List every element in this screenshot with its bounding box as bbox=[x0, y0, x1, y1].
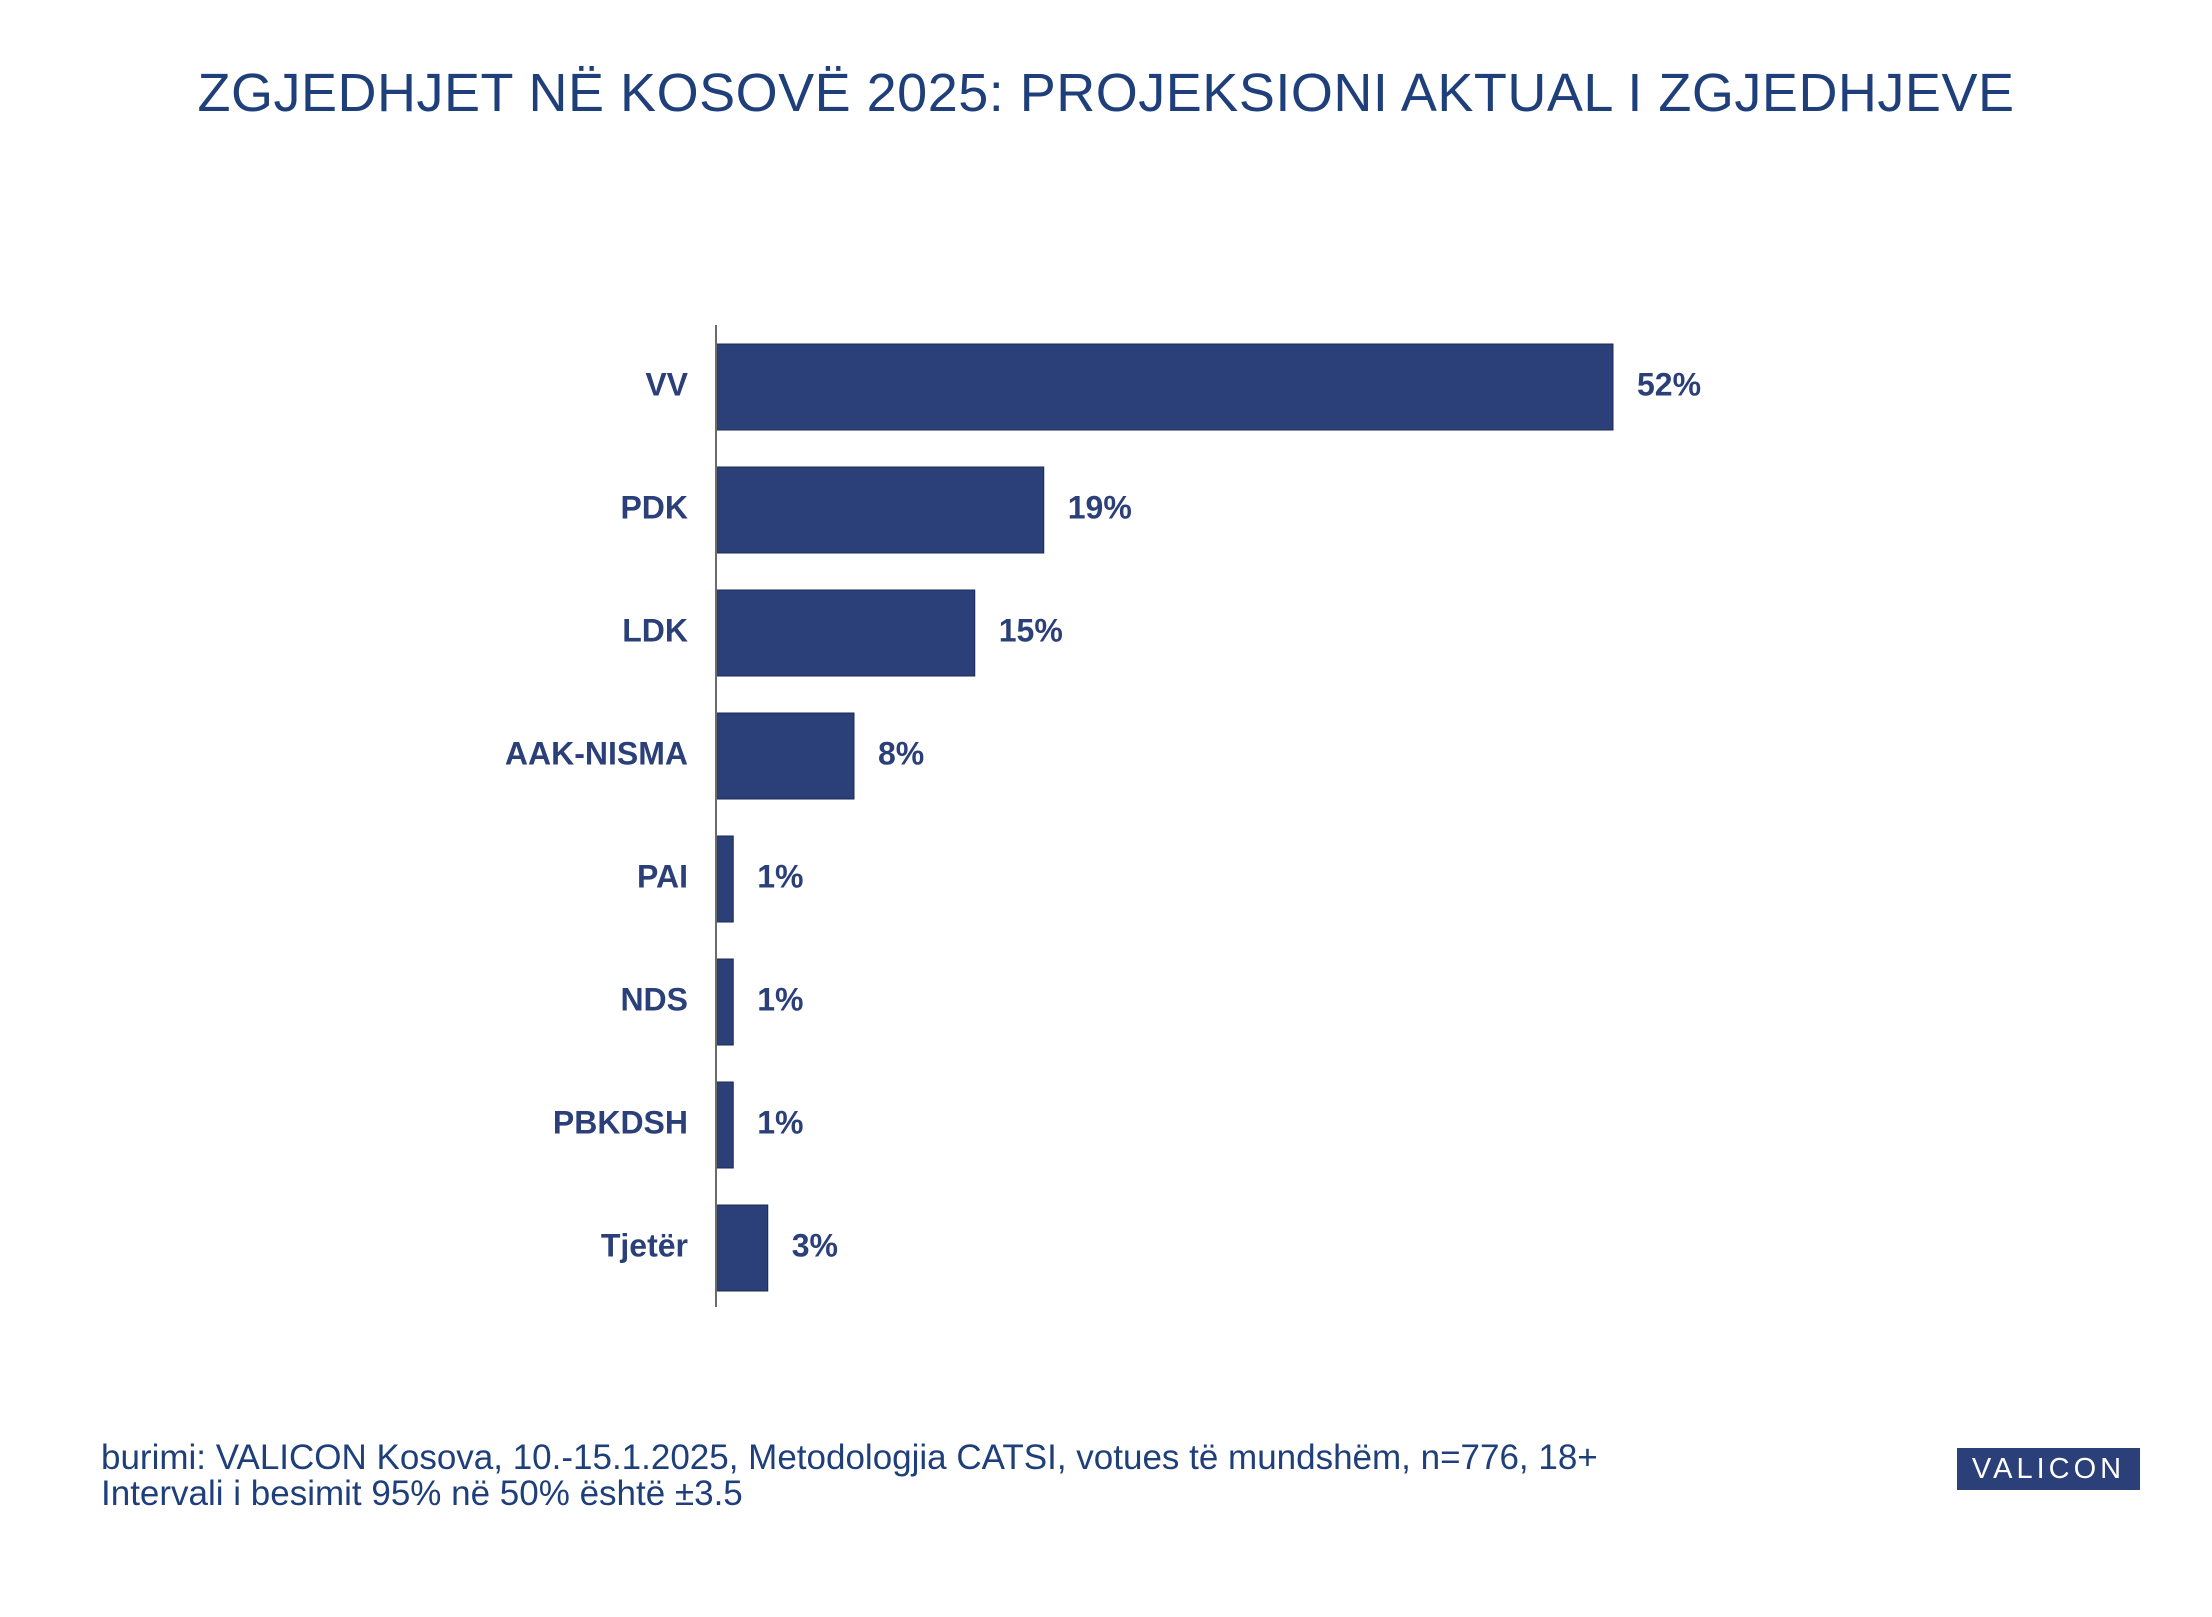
bar-aak-nisma bbox=[715, 712, 855, 800]
category-label-ldk: LDK bbox=[622, 612, 688, 648]
bar-nds bbox=[715, 958, 734, 1046]
value-label-pbkdsh: 1% bbox=[757, 1104, 803, 1140]
source-line-2: Intervali i besimit 95% në 50% është ±3.… bbox=[101, 1474, 743, 1513]
bar-vv bbox=[715, 343, 1614, 431]
bar-pai bbox=[715, 835, 734, 923]
value-label-vv: 52% bbox=[1637, 366, 1701, 402]
bar-pdk bbox=[715, 466, 1045, 554]
value-label-aak-nisma: 8% bbox=[878, 735, 924, 771]
category-label-pai: PAI bbox=[637, 858, 688, 894]
value-label-nds: 1% bbox=[757, 981, 803, 1017]
chart-title: ZGJEDHJET NË KOSOVË 2025: PROJEKSIONI AK… bbox=[197, 63, 2015, 123]
bar-ldk bbox=[715, 589, 976, 677]
value-label-pdk: 19% bbox=[1068, 489, 1132, 525]
category-label-aak-nisma: AAK-NISMA bbox=[505, 735, 688, 771]
bar-tjet-r bbox=[715, 1204, 769, 1292]
category-label-vv: VV bbox=[645, 366, 688, 402]
valicon-logo: VALICON bbox=[1957, 1448, 2140, 1490]
value-label-ldk: 15% bbox=[999, 612, 1063, 648]
value-label-tjet-r: 3% bbox=[792, 1227, 838, 1263]
category-label-pbkdsh: PBKDSH bbox=[553, 1104, 688, 1140]
bar-pbkdsh bbox=[715, 1081, 734, 1169]
source-note: burimi: VALICON Kosova, 10.-15.1.2025, M… bbox=[101, 1440, 1598, 1512]
category-label-tjet-r: Tjetër bbox=[601, 1227, 688, 1263]
category-label-nds: NDS bbox=[620, 981, 688, 1017]
source-line-1: burimi: VALICON Kosova, 10.-15.1.2025, M… bbox=[101, 1438, 1598, 1477]
category-label-pdk: PDK bbox=[620, 489, 688, 525]
value-label-pai: 1% bbox=[757, 858, 803, 894]
